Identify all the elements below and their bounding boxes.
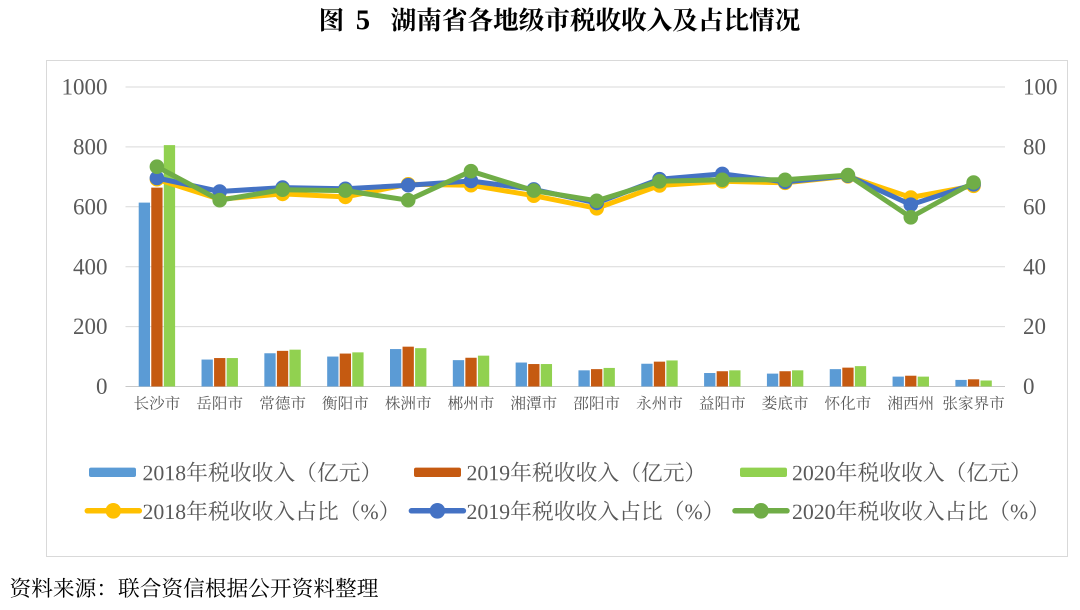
svg-text:200: 200	[73, 314, 108, 339]
svg-text:800: 800	[73, 135, 108, 160]
svg-text:1000: 1000	[62, 75, 108, 100]
svg-text:600: 600	[73, 194, 108, 219]
svg-text:100: 100	[1023, 75, 1058, 100]
svg-text:0: 0	[96, 374, 108, 399]
svg-text:0: 0	[1023, 374, 1035, 399]
svg-text:60: 60	[1023, 194, 1046, 219]
svg-text:80: 80	[1023, 135, 1046, 160]
svg-text:20: 20	[1023, 314, 1046, 339]
svg-text:40: 40	[1023, 254, 1046, 279]
svg-text:400: 400	[73, 254, 108, 279]
